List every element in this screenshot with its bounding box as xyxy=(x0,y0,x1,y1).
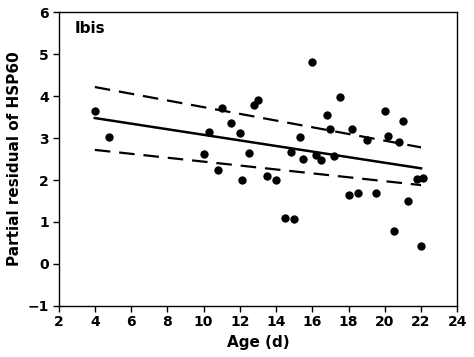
Point xyxy=(363,137,371,143)
Point xyxy=(336,94,343,100)
Point xyxy=(323,112,330,118)
Text: Ibis: Ibis xyxy=(74,21,105,36)
Point xyxy=(214,167,222,173)
Point xyxy=(300,156,307,162)
Point xyxy=(291,216,298,221)
Point xyxy=(245,150,253,156)
Point xyxy=(405,198,412,204)
Point xyxy=(263,173,271,179)
Point xyxy=(348,126,356,132)
Point xyxy=(395,140,403,145)
Y-axis label: Partial residual of HSP60: Partial residual of HSP60 xyxy=(7,52,22,266)
Point xyxy=(106,135,113,140)
Point xyxy=(330,153,338,159)
Point xyxy=(251,102,258,108)
Point xyxy=(218,105,226,111)
Point xyxy=(318,157,325,163)
Point xyxy=(91,108,99,114)
Point xyxy=(205,129,213,135)
Point xyxy=(254,97,262,103)
Point xyxy=(354,190,361,196)
Point xyxy=(327,126,334,132)
Point xyxy=(200,151,207,157)
Point xyxy=(381,108,389,114)
Point xyxy=(399,119,407,124)
Point xyxy=(236,130,244,136)
Point xyxy=(272,177,280,183)
Point xyxy=(296,135,303,140)
Point xyxy=(417,243,425,249)
Point xyxy=(372,190,380,196)
Point xyxy=(414,176,421,182)
X-axis label: Age (d): Age (d) xyxy=(227,335,289,350)
Point xyxy=(238,177,246,183)
Point xyxy=(384,133,392,139)
Point xyxy=(390,228,398,234)
Point xyxy=(309,59,316,65)
Point xyxy=(282,215,289,221)
Point xyxy=(419,175,427,181)
Point xyxy=(345,192,352,197)
Point xyxy=(287,149,294,155)
Point xyxy=(227,121,235,126)
Point xyxy=(312,152,320,158)
